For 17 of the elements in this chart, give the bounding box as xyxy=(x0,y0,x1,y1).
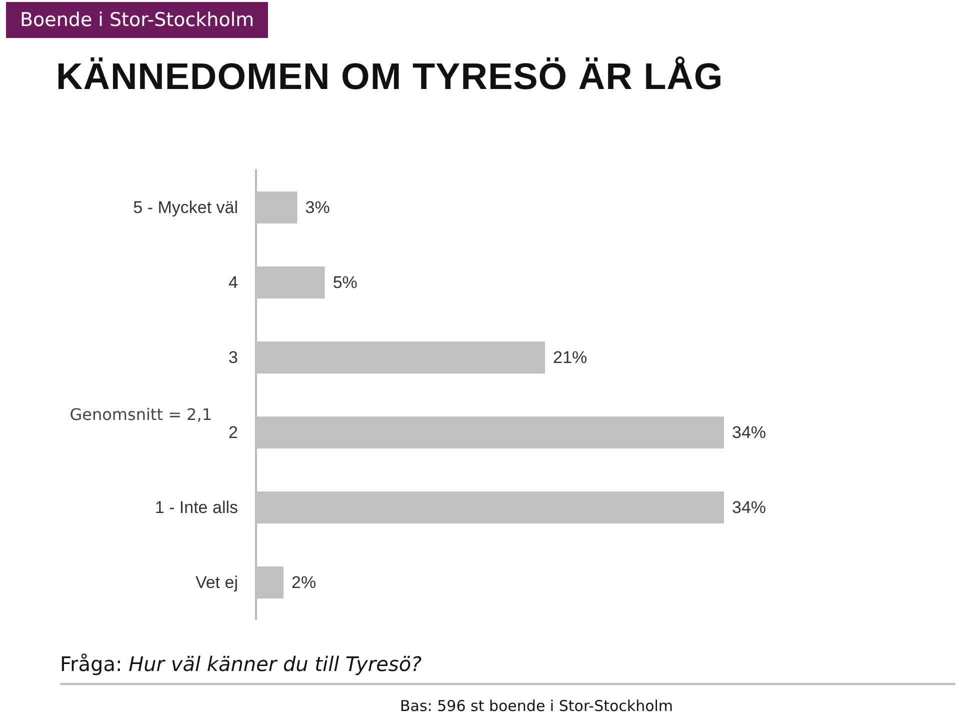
y-tick-label: Vet ej xyxy=(195,573,238,592)
data-label: 3% xyxy=(305,198,330,217)
y-tick-label: 4 xyxy=(228,273,238,292)
y-tick-label: 1 - Inte alls xyxy=(154,498,238,517)
y-tick-label: 3 xyxy=(228,348,238,367)
data-label: 5% xyxy=(332,273,358,292)
chart-subtitle: Boende i Stor-Stockholm xyxy=(6,2,268,38)
data-label: 21% xyxy=(553,348,588,367)
text: Bas: 596 st boende i Stor-Stockholm xyxy=(400,697,674,715)
y-tick-label: 2 xyxy=(228,423,238,442)
text: Fråga: Hur väl känner du till Tyresö? xyxy=(60,652,422,676)
data-label: 34% xyxy=(732,423,766,442)
text: Genomsnitt = 2,1 xyxy=(70,404,212,424)
data-label: 2% xyxy=(292,573,316,592)
data-label: 34% xyxy=(732,498,766,517)
chart-title: KÄNNEDOMEN OM TYRESÖ ÄR LÅG xyxy=(56,56,724,98)
y-tick-label: 5 - Mycket väl xyxy=(133,198,238,217)
